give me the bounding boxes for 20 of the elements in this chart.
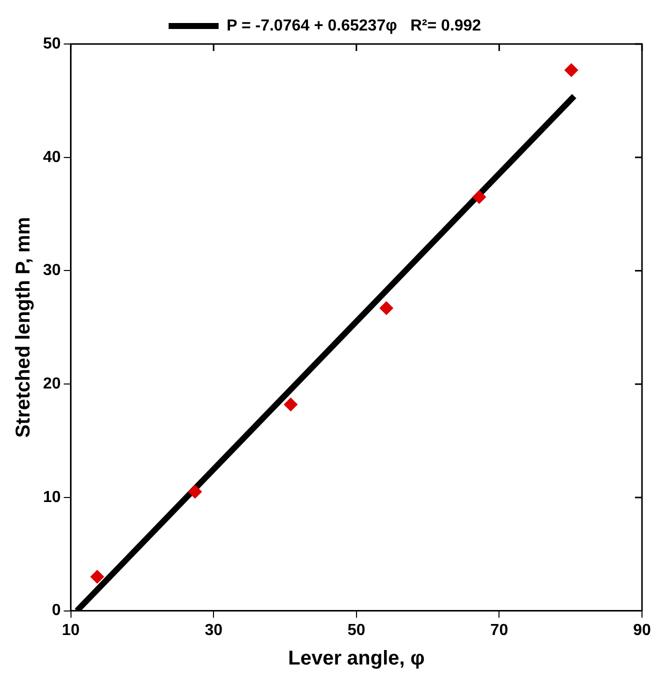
x-tick-label: 50 — [348, 622, 366, 639]
point — [379, 301, 394, 316]
y-tick-label: 0 — [52, 602, 61, 620]
point — [564, 63, 578, 78]
x-axis-title: Lever angle, φ — [288, 648, 425, 670]
y-tick-label: 50 — [43, 35, 61, 52]
point — [90, 570, 104, 584]
x-tick-label: 30 — [204, 622, 223, 639]
y-axis-title: Stretched length P, mm — [12, 217, 35, 438]
y-tick-label: 20 — [43, 375, 61, 392]
point — [188, 484, 202, 499]
y-tick-label: 40 — [43, 148, 61, 166]
point — [472, 190, 486, 204]
legend-label: P = -7.0764 + 0.65237φ R²= 0.992 — [226, 17, 482, 34]
x-tick-label: 90 — [633, 622, 651, 639]
x-tick-label: 10 — [62, 622, 80, 639]
x-tick-label: 70 — [490, 622, 508, 639]
y-tick-label: 10 — [43, 488, 61, 506]
y-tick-label: 30 — [43, 262, 61, 280]
point — [284, 397, 298, 412]
